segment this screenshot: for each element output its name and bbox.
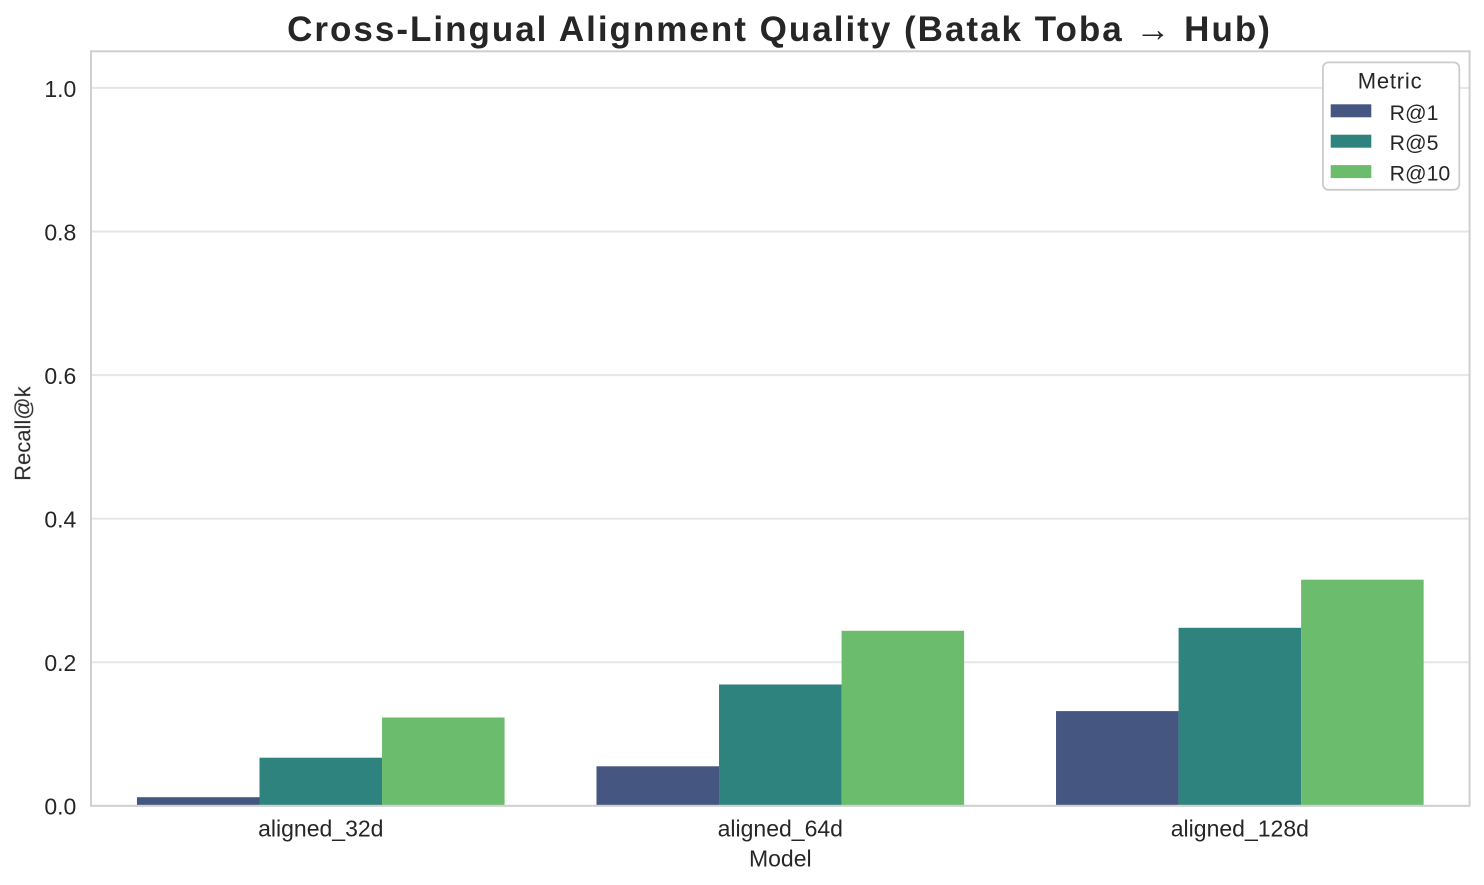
svg-text:Cross-Lingual Alignment Qualit: Cross-Lingual Alignment Quality (Batak T… — [287, 10, 1272, 49]
svg-text:1.0: 1.0 — [44, 76, 76, 102]
svg-text:aligned_128d: aligned_128d — [1171, 816, 1309, 842]
svg-text:0.2: 0.2 — [44, 650, 76, 676]
svg-text:R@1: R@1 — [1390, 101, 1439, 125]
svg-text:0.0: 0.0 — [44, 794, 76, 820]
svg-text:aligned_64d: aligned_64d — [718, 816, 843, 842]
svg-text:R@10: R@10 — [1390, 162, 1451, 186]
svg-text:0.4: 0.4 — [44, 507, 76, 533]
svg-text:0.6: 0.6 — [44, 363, 76, 389]
svg-text:Model: Model — [749, 846, 812, 872]
svg-text:Recall@k: Recall@k — [10, 385, 35, 480]
svg-text:R@5: R@5 — [1390, 131, 1439, 155]
svg-text:aligned_32d: aligned_32d — [258, 816, 383, 842]
svg-text:0.8: 0.8 — [44, 219, 76, 245]
svg-text:Metric: Metric — [1358, 69, 1423, 94]
